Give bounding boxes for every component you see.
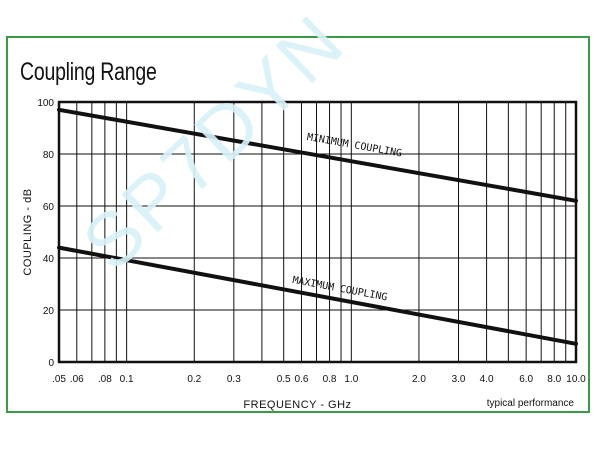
series-line: [57, 245, 578, 346]
x-tick-label: 8.0: [547, 374, 561, 385]
x-tick-label: 3.0: [452, 374, 466, 385]
series-line: [57, 107, 578, 203]
y-tick-label: 80: [43, 150, 55, 161]
typical-performance-note: typical performance: [487, 398, 575, 409]
x-tick-label: 10.0: [566, 374, 586, 385]
x-axis-title: FREQUENCY - GHz: [243, 399, 351, 411]
x-tick-label: .05: [52, 374, 66, 385]
y-tick-label: 20: [43, 306, 55, 317]
chart-title: Coupling Range: [20, 58, 157, 86]
x-tick-label: 0.5: [277, 374, 291, 385]
x-tick-label: 6.0: [519, 374, 533, 385]
y-tick-label: 100: [37, 98, 54, 109]
x-tick-label: 4.0: [480, 374, 494, 385]
x-tick-label: 0.6: [295, 374, 309, 385]
x-tick-label: 0.1: [120, 374, 134, 385]
x-tick-label: 2.0: [412, 374, 426, 385]
y-tick-label: 0: [48, 358, 54, 369]
figure-frame: [6, 36, 590, 413]
x-tick-label: 0.3: [227, 374, 241, 385]
x-tick-label: 0.8: [323, 374, 337, 385]
x-tick-label: .08: [98, 374, 112, 385]
axes: [57, 100, 578, 364]
x-tick-label: 0.2: [187, 374, 201, 385]
plot-border: [57, 100, 578, 364]
x-tick-label: .06: [70, 374, 84, 385]
y-axis-title: COUPLING - dB: [22, 188, 34, 275]
y-tick-label: 60: [43, 202, 55, 213]
y-tick-label: 40: [43, 254, 55, 265]
series: [57, 107, 578, 346]
x-tick-label: 1.0: [344, 374, 358, 385]
